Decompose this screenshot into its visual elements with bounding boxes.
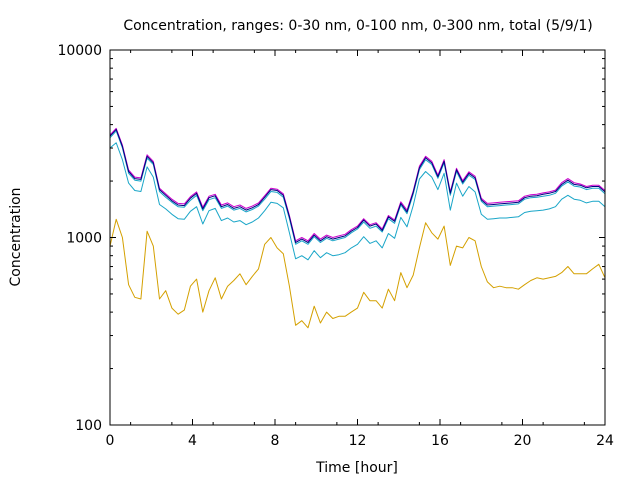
ticks-layer: 0 4 8 12 16 20 24 100 1000 10000: [57, 43, 614, 449]
series-line-1: [109, 142, 606, 261]
series-line-4: [109, 128, 606, 243]
series-line-2: [109, 130, 606, 245]
x-axis-label: Time [hour]: [315, 460, 398, 476]
x-tick-label: 0: [106, 433, 115, 449]
x-tick-label: 12: [349, 433, 367, 449]
y-tick-label: 1000: [66, 231, 102, 247]
series-layer: [109, 127, 606, 329]
x-tick-label: 16: [431, 433, 449, 449]
chart-title: Concentration, ranges: 0-30 nm, 0-100 nm…: [123, 18, 592, 34]
series-line-0: [109, 218, 606, 329]
x-tick-label: 20: [514, 433, 532, 449]
y-axis-label: Concentration: [8, 187, 24, 286]
x-tick-label: 4: [188, 433, 197, 449]
series-line-3: [109, 127, 606, 242]
x-tick-label: 24: [596, 433, 614, 449]
y-tick-label: 10000: [57, 43, 102, 59]
y-tick-label: 100: [75, 418, 102, 434]
plot-frame: [109, 49, 606, 426]
x-tick-label: 8: [271, 433, 280, 449]
